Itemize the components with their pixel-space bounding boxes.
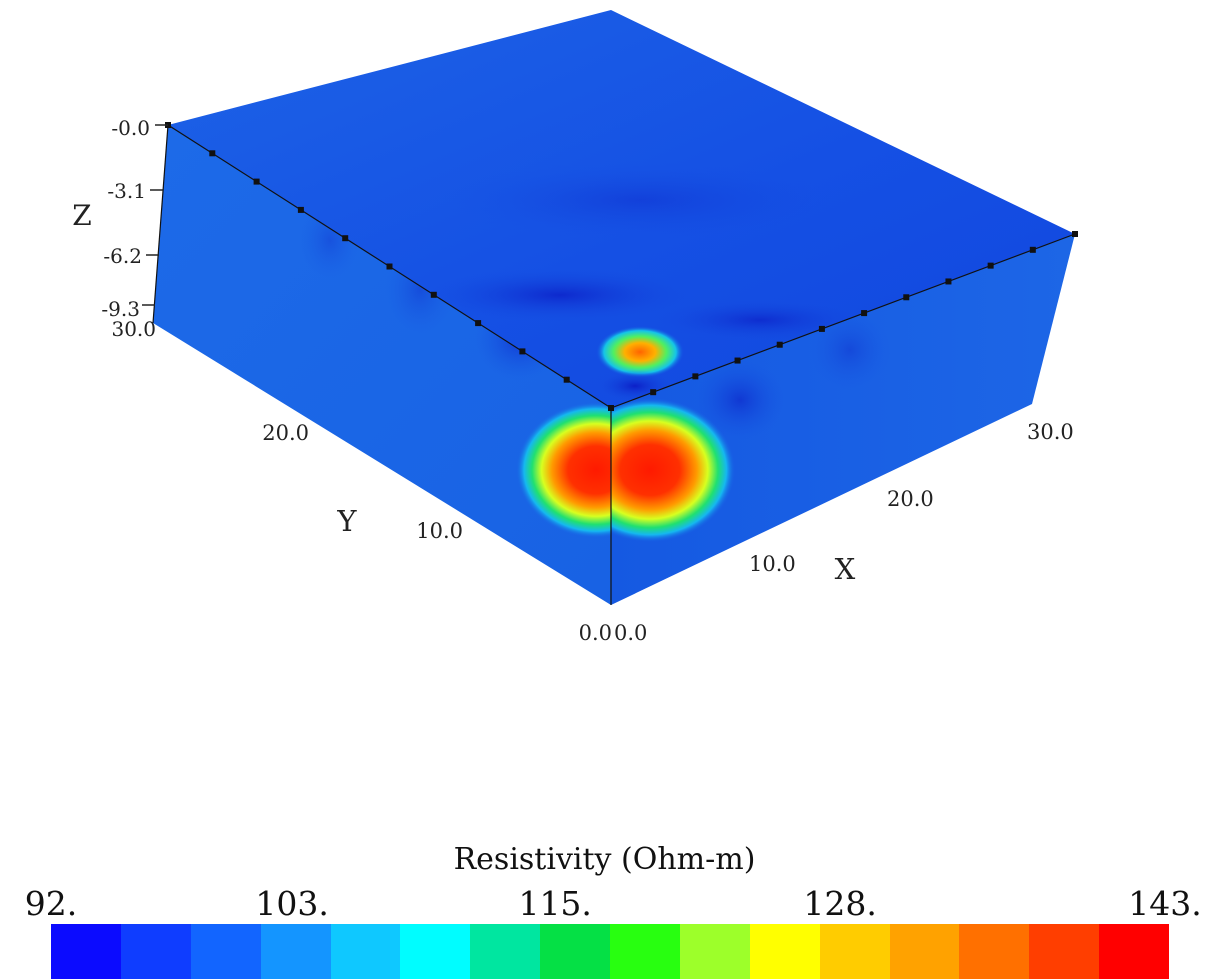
colorbar-swatch-13 — [959, 924, 1030, 979]
colorbar-swatch-14 — [1029, 924, 1100, 979]
colorbar-swatch-12 — [889, 924, 960, 979]
x-edge-marker-10 — [1029, 246, 1036, 253]
z-tick-1: -3.1 — [107, 179, 146, 203]
axis-annotations: -0.0 -3.1 -6.2 -9.3 Z 30.0 20.0 10.0 0.0… — [72, 116, 1074, 645]
x-edge-marker-7 — [903, 294, 910, 301]
left-face — [153, 125, 611, 605]
colorbar-swatch-6 — [470, 924, 541, 979]
x-edge-marker-0 — [608, 405, 614, 411]
x-axis-label: X — [835, 552, 856, 586]
x-edge-marker-2 — [692, 373, 699, 380]
colorbar-swatch-5 — [400, 924, 471, 979]
right-face-shading — [611, 310, 890, 542]
x-edge-marker-1 — [650, 389, 657, 396]
z-tick-3: -9.3 — [101, 297, 140, 321]
x-edge-marker-6 — [861, 310, 868, 317]
colorbar-swatch-8 — [610, 924, 680, 979]
z-axis-label: Z — [72, 199, 91, 232]
y-axis-label: Y — [336, 504, 357, 538]
x-tick-3: 30.0 — [1027, 420, 1074, 444]
colorbar-swatch-4 — [330, 924, 401, 979]
colorbar-swatch-1 — [120, 924, 191, 979]
y-edge-marker-6 — [430, 291, 437, 298]
colorbar-swatch-2 — [190, 924, 261, 979]
colorbar-swatch-15 — [1099, 924, 1169, 979]
colorbar-swatch-10 — [749, 924, 820, 979]
x-edge-marker-8 — [945, 278, 952, 285]
colorbar-swatch-0 — [51, 924, 121, 979]
y-tick-1: 10.0 — [416, 519, 463, 543]
y-tick-0: 0.0 — [579, 621, 612, 645]
y-edge-marker-7 — [475, 320, 482, 327]
volume-plot: -0.0 -3.1 -6.2 -9.3 Z 30.0 20.0 10.0 0.0… — [72, 10, 1078, 645]
y-edge-marker-8 — [519, 348, 526, 355]
y-edge-marker-2 — [253, 178, 260, 185]
y-edge-marker-4 — [342, 235, 349, 242]
colorbar — [51, 924, 1169, 979]
z-tick-0: -0.0 — [111, 116, 150, 140]
x-edge-marker-3 — [734, 357, 741, 364]
colorbar-title: Resistivity (Ohm-m) — [453, 842, 756, 877]
colorbar-tick-3: 128. — [803, 884, 877, 923]
x-tick-0: 0.0 — [614, 621, 647, 645]
colorbar-tick-2: 115. — [518, 884, 592, 923]
colorbar-swatch-3 — [260, 924, 331, 979]
colorbar-swatch-11 — [819, 924, 890, 979]
right-face — [611, 234, 1075, 605]
x-edge-marker-9 — [987, 262, 994, 269]
y-edge-marker-9 — [563, 376, 570, 383]
x-tick-1: 10.0 — [749, 552, 796, 576]
y-edge-marker-3 — [297, 206, 304, 213]
y-edge-marker-5 — [386, 263, 393, 270]
z-tick-2: -6.2 — [103, 244, 142, 268]
colorbar-swatch-9 — [679, 924, 750, 979]
y-edge-marker-1 — [209, 150, 216, 157]
x-edge-marker-5 — [818, 325, 825, 332]
colorbar-tick-labels: 92. 103. 115. 128. 143. — [0, 884, 1209, 924]
colorbar-tick-0: 92. — [24, 884, 78, 923]
axis-ticks — [142, 124, 168, 306]
colorbar-tick-1: 103. — [255, 884, 329, 923]
x-edge-marker-11 — [1072, 231, 1078, 237]
y-tick-2: 20.0 — [262, 421, 309, 445]
x-tick-2: 20.0 — [887, 487, 934, 511]
colorbar-swatch-7 — [540, 924, 610, 979]
y-tick-3: 30.0 — [111, 317, 156, 341]
x-edge-marker-4 — [776, 341, 783, 348]
colorbar-tick-4: 143. — [1128, 884, 1202, 923]
